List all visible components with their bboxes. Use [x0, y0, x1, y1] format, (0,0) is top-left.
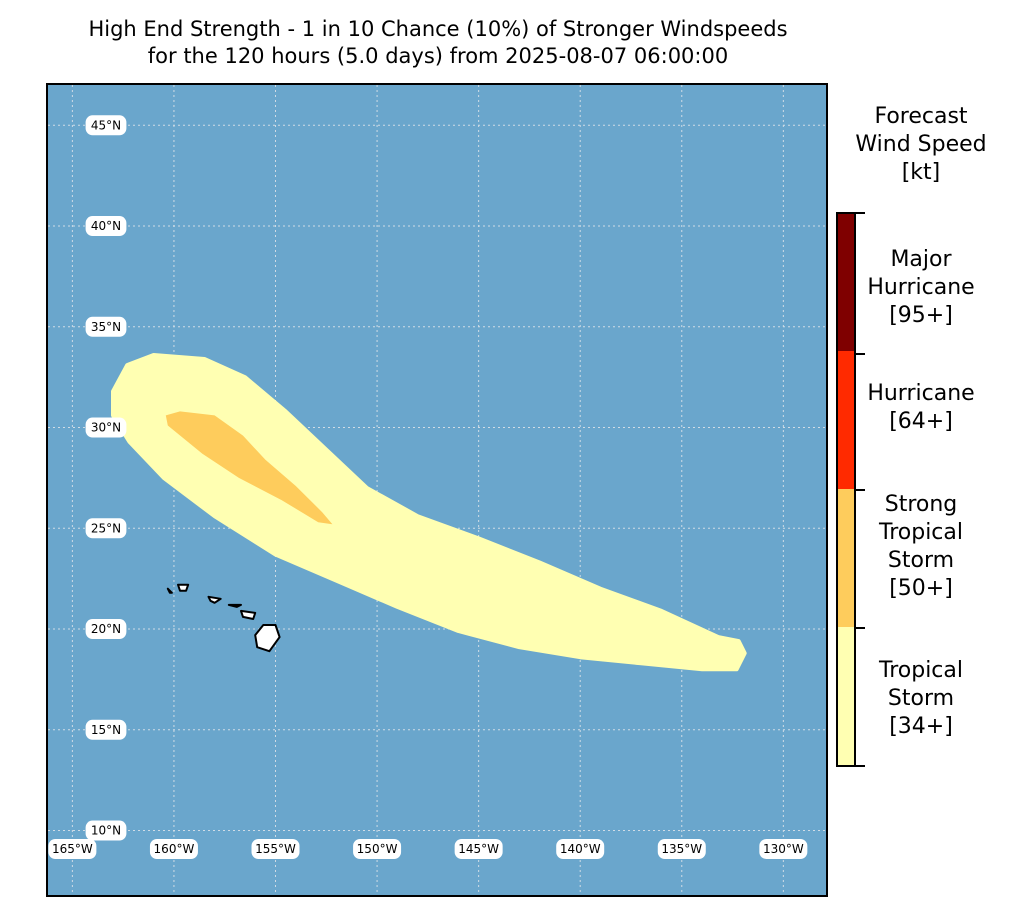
strong-tropical-storm-swath — [165, 411, 333, 525]
lon-label: 140°W — [560, 842, 601, 856]
map-panel[interactable]: 45°N 40°N 35°N 30°N 25°N 20°N 15°N 10°N 165°W 160… — [46, 83, 828, 897]
lon-label: 145°W — [458, 842, 499, 856]
colorbar-major-hurricane — [838, 214, 854, 351]
lat-label-bg — [85, 619, 127, 640]
legend-label-major-hurricane: Major Hurricane [95+] — [846, 246, 996, 330]
graticule-labels: 45°N 40°N 35°N 30°N 25°N 20°N 15°N 10°N 165°W 160… — [48, 115, 808, 859]
colorbar-tick — [856, 212, 865, 214]
lat-label-bg — [85, 719, 127, 740]
colorbar-tick — [856, 765, 865, 767]
legend-title-line-3: [kt] — [901, 160, 941, 185]
colorbar-tropical-storm — [838, 627, 854, 765]
lat-label: 10°N — [91, 824, 121, 838]
title-line-1: High End Strength - 1 in 10 Chance (10%)… — [88, 17, 788, 41]
colorbar-hurricane — [838, 351, 854, 489]
colorbar-tick — [856, 353, 865, 355]
legend-threshold: [95+] — [889, 303, 953, 328]
wind-swath — [111, 353, 747, 672]
lat-label: 20°N — [91, 622, 121, 636]
legend-label-line: Tropical — [879, 658, 963, 683]
lat-label-bg — [85, 316, 127, 337]
lon-label-bg — [353, 839, 402, 859]
colorbar-tick — [856, 489, 865, 491]
lat-label-bg — [85, 115, 127, 136]
lat-label: 30°N — [91, 421, 121, 435]
legend-label-tropical-storm: Tropical Storm [34+] — [846, 657, 996, 741]
title-line-2: for the 120 hours (5.0 days) from 2025-0… — [147, 44, 729, 68]
legend-label-line: Hurricane — [867, 275, 975, 300]
lat-label: 45°N — [91, 118, 121, 132]
island — [227, 603, 242, 608]
legend-threshold: [50+] — [889, 576, 953, 601]
legend-title-line-2: Wind Speed — [855, 132, 987, 157]
tropical-storm-swath — [111, 353, 747, 672]
lon-label: 135°W — [661, 842, 702, 856]
lon-label-bg — [48, 839, 97, 859]
chart-title: High End Strength - 1 in 10 Chance (10%)… — [0, 16, 876, 70]
legend-label-line: Tropical — [879, 520, 963, 545]
legend-label-line: Hurricane — [867, 381, 975, 406]
lat-label-bg — [85, 518, 127, 539]
legend-label-strong-tropical-storm: Strong Tropical Storm [50+] — [846, 491, 996, 603]
island — [166, 587, 173, 594]
graticule — [48, 85, 826, 895]
legend-threshold: [64+] — [889, 409, 953, 434]
lon-label: 150°W — [357, 842, 398, 856]
lat-label-bg — [85, 417, 127, 438]
lon-label: 155°W — [255, 842, 296, 856]
island — [177, 583, 190, 592]
legend-label-line: Storm — [887, 548, 955, 573]
colorbar-strong-tropical-storm — [838, 489, 854, 627]
lat-label-bg — [85, 820, 127, 841]
colorbar-tick — [856, 627, 865, 629]
lon-label-bg — [149, 839, 198, 859]
lon-label: 165°W — [52, 842, 93, 856]
island — [207, 595, 222, 604]
island — [254, 624, 281, 653]
hawaiian-islands — [166, 583, 281, 653]
lat-label: 40°N — [91, 219, 121, 233]
lon-label-bg — [657, 839, 706, 859]
legend-label-hurricane: Hurricane [64+] — [846, 380, 996, 436]
legend-title-line-1: Forecast — [874, 104, 968, 129]
legend-label-line: Storm — [887, 686, 955, 711]
map-canvas: 45°N 40°N 35°N 30°N 25°N 20°N 15°N 10°N 165°W 160… — [48, 85, 826, 895]
legend-colorbar — [836, 212, 856, 767]
island — [240, 609, 257, 620]
lon-label-bg — [454, 839, 503, 859]
lat-label-bg — [85, 216, 127, 237]
lat-label: 35°N — [91, 320, 121, 334]
legend-label-line: Strong — [884, 492, 958, 517]
lon-label-bg — [556, 839, 605, 859]
legend-title: Forecast Wind Speed [kt] — [838, 103, 1004, 187]
lon-label-bg — [759, 839, 808, 859]
lon-label-bg — [251, 839, 300, 859]
lon-label: 130°W — [763, 842, 804, 856]
legend-label-line: Major — [890, 247, 952, 272]
lat-label: 25°N — [91, 521, 121, 535]
lon-label: 160°W — [154, 842, 195, 856]
legend-threshold: [34+] — [889, 714, 953, 739]
lat-label: 15°N — [91, 723, 121, 737]
